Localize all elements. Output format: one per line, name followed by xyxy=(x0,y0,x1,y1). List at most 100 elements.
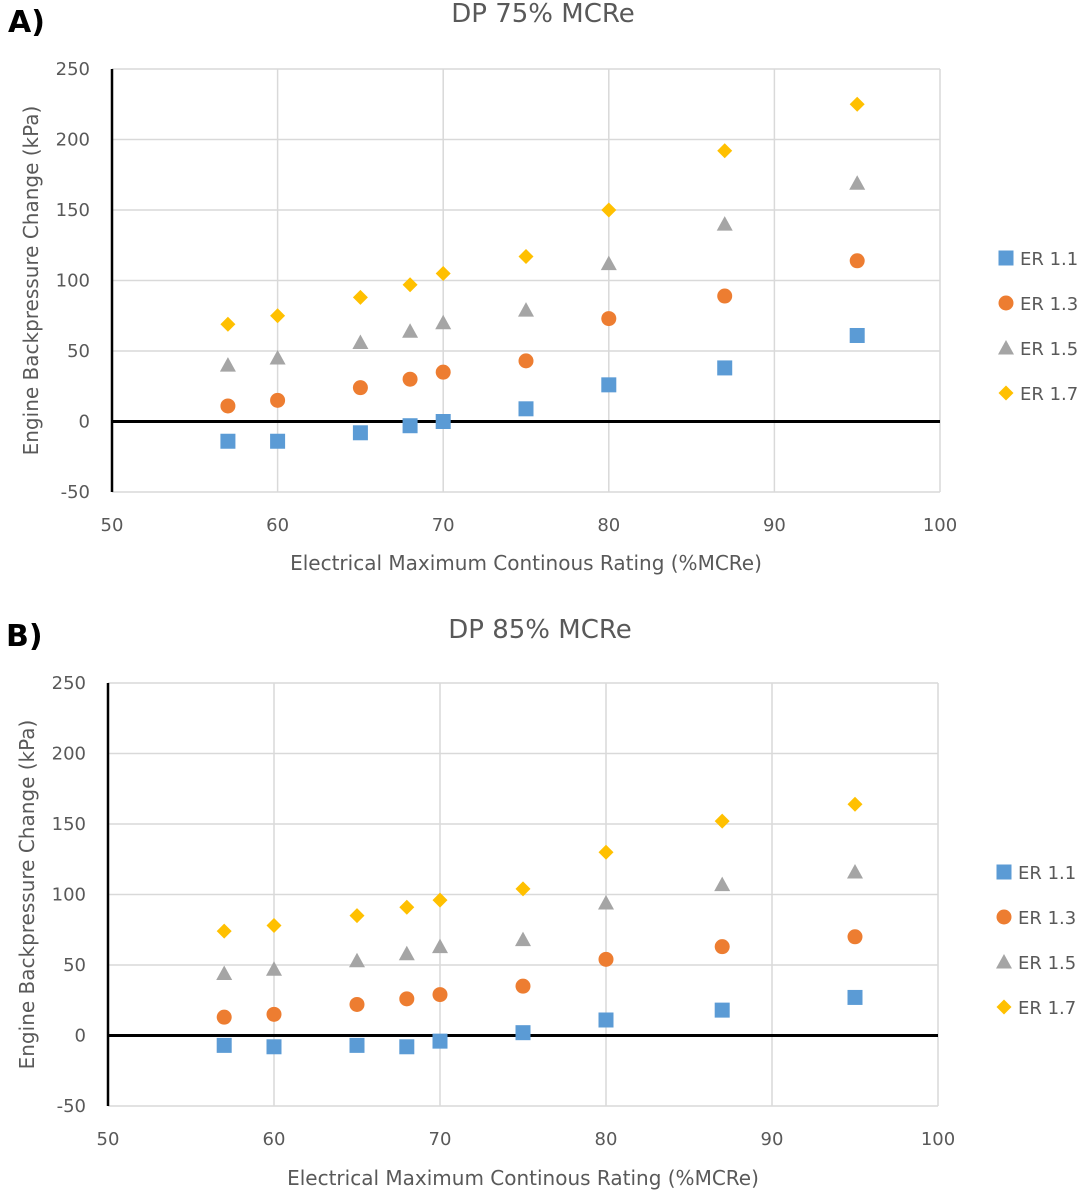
data-point xyxy=(432,987,448,1003)
x-axis-label: Electrical Maximum Continous Rating (%MC… xyxy=(287,1166,759,1190)
data-point xyxy=(432,1033,448,1049)
data-point xyxy=(399,899,415,915)
x-tick-label: 60 xyxy=(263,1129,286,1150)
data-point xyxy=(216,1009,232,1025)
legend-label: ER 1.3 xyxy=(1020,294,1078,315)
x-axis-label: Electrical Maximum Continous Rating (%MC… xyxy=(290,551,762,575)
data-point xyxy=(716,216,733,231)
y-axis-label: Engine Backpressure Change (kPa) xyxy=(19,106,43,456)
y-tick-label: 100 xyxy=(56,271,90,292)
series-er-1-7 xyxy=(216,796,863,939)
legend-label: ER 1.7 xyxy=(1020,384,1078,405)
y-tick-label: 100 xyxy=(52,885,86,906)
series-er-1-3 xyxy=(220,253,865,414)
chart-panel-a: -50 0 50 100 150 200 250 50 60 70 80 90 100 A) DP 75% … xyxy=(8,0,1078,575)
data-point xyxy=(349,952,365,968)
legend-marker xyxy=(998,385,1014,401)
y-tick-label: 150 xyxy=(56,200,90,221)
data-point xyxy=(714,813,730,829)
x-tick-label: 100 xyxy=(923,515,957,536)
data-point xyxy=(518,249,534,265)
data-point xyxy=(270,433,286,449)
legend-label: ER 1.1 xyxy=(1020,249,1078,270)
legend-label: ER 1.3 xyxy=(1018,908,1076,929)
series-er-1-1 xyxy=(220,327,865,449)
y-tick-label: 200 xyxy=(52,744,86,765)
data-point xyxy=(518,302,534,317)
legend-label: ER 1.1 xyxy=(1018,863,1076,884)
data-point xyxy=(399,991,415,1007)
x-tick-label: 100 xyxy=(921,1129,955,1150)
data-point xyxy=(717,143,733,159)
data-point xyxy=(399,1039,415,1055)
legend-marker xyxy=(996,864,1012,880)
legend: ER 1.1 ER 1.3 ER 1.5 ER 1.7 xyxy=(998,249,1078,405)
data-point xyxy=(847,989,863,1005)
legend-marker xyxy=(996,999,1012,1015)
data-point xyxy=(266,1039,282,1055)
data-point xyxy=(515,978,531,994)
legend-marker xyxy=(998,340,1014,355)
chart-a-svg: -50 0 50 100 150 200 250 50 60 70 80 90 100 A) DP 75% … xyxy=(8,0,1078,575)
legend-marker xyxy=(996,954,1012,969)
x-tick-label: 60 xyxy=(266,515,289,536)
data-point xyxy=(847,796,863,812)
data-point xyxy=(349,1037,365,1053)
data-point xyxy=(432,938,448,954)
gridlines xyxy=(111,68,941,493)
data-point xyxy=(849,327,865,343)
data-point xyxy=(598,1012,614,1028)
data-point xyxy=(515,1025,531,1041)
y-tick-label: 0 xyxy=(79,412,90,433)
data-point xyxy=(349,908,365,924)
data-point xyxy=(518,353,534,369)
legend-marker xyxy=(998,250,1014,266)
data-point xyxy=(518,401,534,417)
legend-marker xyxy=(998,295,1014,311)
data-point xyxy=(515,881,531,897)
x-tick-label: 50 xyxy=(97,1129,120,1150)
legend-label: ER 1.5 xyxy=(1018,953,1076,974)
y-tick-label: 150 xyxy=(52,814,86,835)
data-point xyxy=(402,371,418,387)
x-tick-label: 80 xyxy=(595,1129,618,1150)
series-er-1-3 xyxy=(216,929,863,1025)
data-point xyxy=(714,939,730,955)
y-tick-label: -50 xyxy=(61,482,90,503)
data-point xyxy=(216,965,233,980)
data-point xyxy=(266,961,282,976)
x-tick-label: 70 xyxy=(432,515,455,536)
chart-title: DP 75% MCRe xyxy=(451,0,635,29)
y-tick-label: 200 xyxy=(56,130,90,151)
y-tick-label: 50 xyxy=(63,955,86,976)
data-point xyxy=(849,175,866,190)
data-point xyxy=(219,357,236,372)
data-point xyxy=(269,350,286,365)
data-point xyxy=(601,311,617,327)
x-tick-label: 90 xyxy=(761,1129,784,1150)
data-point xyxy=(601,377,617,393)
data-point xyxy=(515,931,531,947)
data-point xyxy=(598,844,614,860)
data-point xyxy=(216,1037,232,1053)
legend: ER 1.1 ER 1.3 ER 1.5 ER 1.7 xyxy=(996,863,1076,1019)
series-er-1-5 xyxy=(216,863,863,980)
chart-panel-b: -50 0 50 100 150 200 250 50 60 70 80 90 100 B) DP 85% … xyxy=(0,598,1084,1196)
x-tick-label: 80 xyxy=(597,515,620,536)
data-point xyxy=(270,392,286,408)
panel-letter: A) xyxy=(8,5,45,40)
data-point xyxy=(714,876,731,892)
data-point xyxy=(849,96,865,112)
data-point xyxy=(352,425,368,441)
x-tick-label: 50 xyxy=(101,515,124,536)
data-point xyxy=(402,418,418,434)
data-point xyxy=(601,202,617,218)
legend-label: ER 1.7 xyxy=(1018,998,1076,1019)
data-point xyxy=(435,364,451,380)
data-point xyxy=(352,380,368,396)
data-point xyxy=(598,951,614,967)
y-tick-label: -50 xyxy=(57,1096,86,1117)
data-point xyxy=(266,1006,282,1022)
data-point xyxy=(714,1002,730,1018)
data-point xyxy=(432,892,448,908)
